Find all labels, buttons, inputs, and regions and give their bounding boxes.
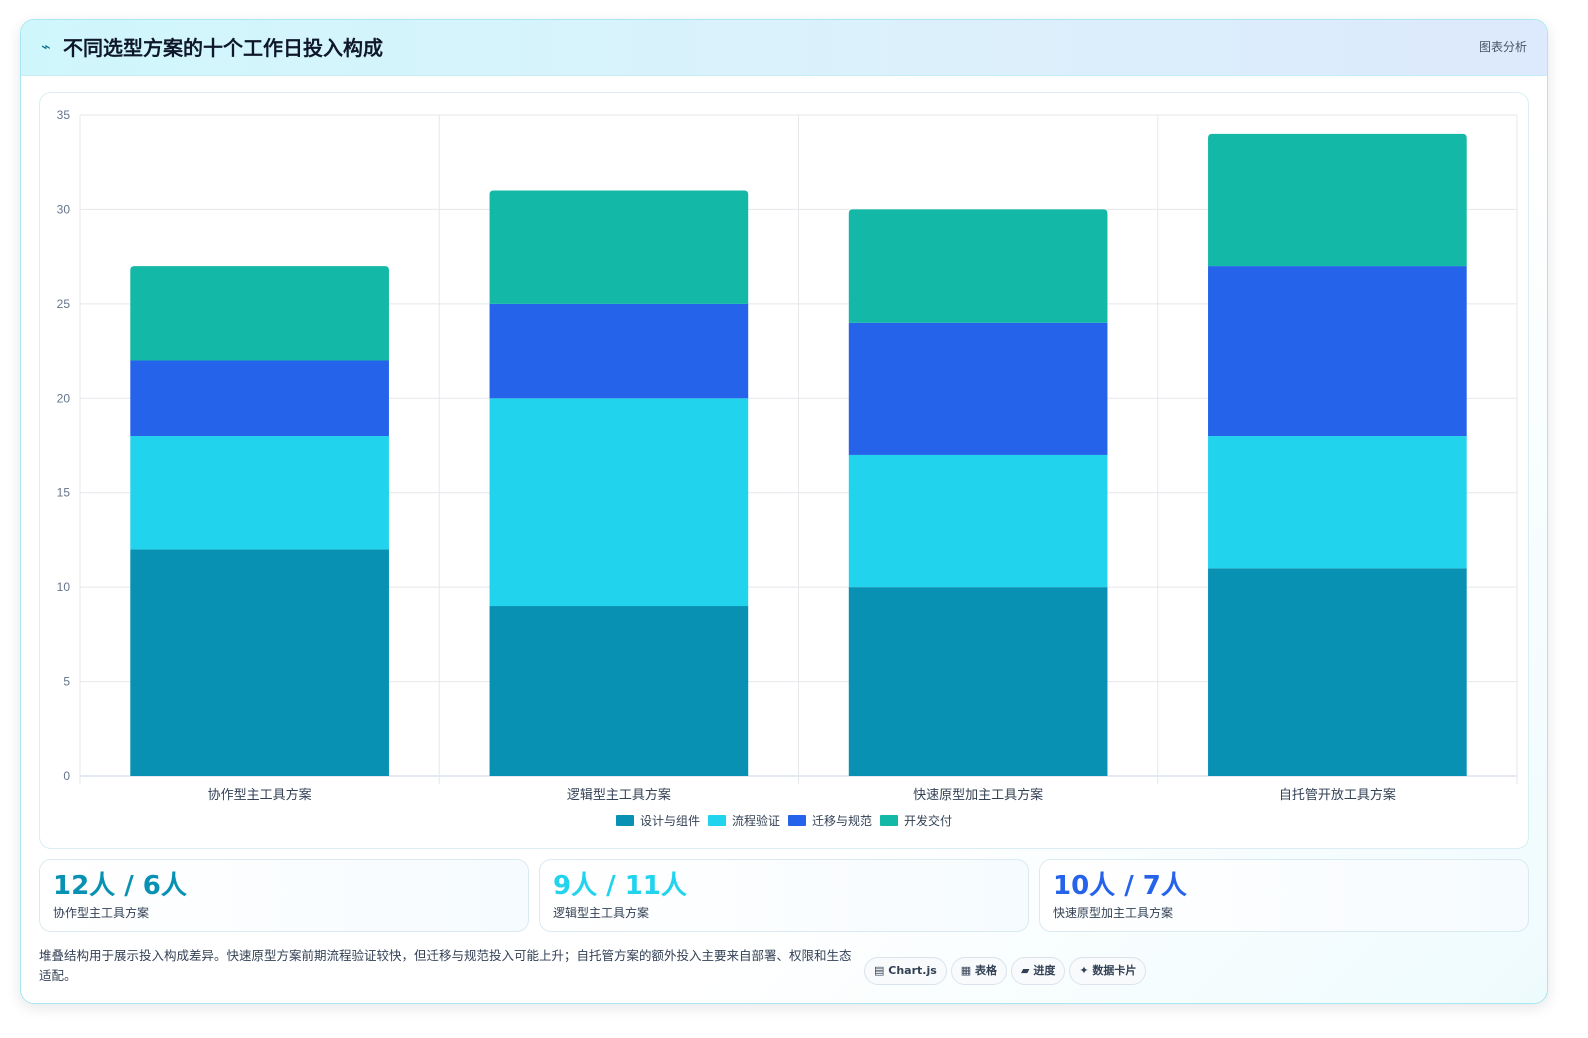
x-tick-label: 逻辑型主工具方案 (567, 787, 671, 803)
table-icon: ▦ (960, 964, 972, 977)
chip-data-card[interactable]: ✦ 数据卡片 (1069, 957, 1147, 985)
legend-label: 流程验证 (731, 814, 780, 828)
bar-segment (489, 303, 749, 399)
bar-segment (1208, 133, 1467, 267)
chip-label: 数据卡片 (1092, 964, 1137, 977)
bar-segment (130, 549, 389, 776)
y-tick-label: 10 (57, 580, 71, 594)
x-tick-label: 协作型主工具方案 (208, 787, 312, 803)
bar-segment (130, 436, 389, 550)
sparkle-icon: ✦ (1079, 964, 1089, 977)
bar-segment (848, 209, 1108, 323)
legend-label: 设计与组件 (639, 814, 700, 828)
legend-item[interactable]: 开发交付 (880, 813, 952, 829)
x-tick-label: 快速原型加主工具方案 (913, 787, 1043, 803)
legend-swatch (707, 815, 726, 826)
stat-card-collaborative: 12人 / 6人 协作型主工具方案 (39, 859, 529, 932)
chip-progress[interactable]: ▰ 进度 (1011, 957, 1066, 985)
bar-segment (489, 398, 749, 607)
bar-segment (848, 322, 1108, 455)
chart-icon: ▤ (874, 964, 885, 977)
chip-label: Chart.js (888, 964, 937, 977)
bar-segment (489, 190, 749, 304)
y-tick-label: 20 (57, 391, 71, 405)
stat-card-logic: 9人 / 11人 逻辑型主工具方案 (539, 859, 1029, 932)
chart-legend: 设计与组件 流程验证 迁移与规范 开发交付 (40, 813, 1528, 829)
legend-swatch (615, 815, 634, 826)
legend-label: 开发交付 (904, 814, 953, 828)
legend-label: 迁移与规范 (812, 814, 873, 828)
chip-label: 表格 (975, 964, 998, 977)
stat-label: 逻辑型主工具方案 (553, 906, 650, 920)
stat-label: 协作型主工具方案 (53, 906, 150, 920)
bar-segment (1208, 266, 1467, 437)
legend-swatch (788, 815, 806, 826)
legend-swatch (880, 815, 899, 826)
stat-value: 12人 / 6人 (53, 871, 187, 901)
chart-analysis-tag: 图表分析 (1478, 40, 1527, 54)
chip-label: 进度 (1033, 964, 1056, 977)
card-header: ⌁ 不同选型方案的十个工作日投入构成 图表分析 (21, 20, 1547, 76)
y-tick-label: 15 (57, 486, 71, 500)
x-tick-label: 自托管开放工具方案 (1279, 787, 1396, 803)
bar-segment (130, 360, 389, 437)
card-title: 不同选型方案的十个工作日投入构成 (63, 36, 383, 60)
bar-segment (489, 606, 749, 776)
pulse-icon: ⌁ (41, 37, 51, 56)
stat-card-rapid-prototype: 10人 / 7人 快速原型加主工具方案 (1039, 859, 1529, 932)
legend-item[interactable]: 迁移与规范 (788, 813, 872, 829)
chart-panel: 0 5 10 15 20 25 30 35 协作型主工具方案 逻辑型主工具方案 快速原型加主工具方案… (39, 92, 1529, 849)
y-tick-label: 30 (57, 202, 71, 216)
tech-chips: ▤ Chart.js ▦ 表格 ▰ 进度 ✦ 数据卡片 (864, 957, 1150, 985)
chart-card: ⌁ 不同选型方案的十个工作日投入构成 图表分析 0 5 10 15 20 25 30 35 协作… (20, 19, 1548, 1004)
footnote: 堆叠结构用于展示投入构成差异。快速原型方案前期流程验证较快，但迁移与规范投入可能… (39, 948, 852, 983)
chip-table[interactable]: ▦ 表格 (950, 957, 1008, 985)
y-tick-label: 25 (57, 297, 71, 311)
stat-value: 10人 / 7人 (1053, 871, 1187, 901)
stat-value: 9人 / 11人 (553, 871, 687, 901)
y-tick-label: 0 (63, 769, 70, 783)
progress-icon: ▰ (1021, 964, 1030, 977)
bar-segment (848, 587, 1108, 776)
chip-chartjs[interactable]: ▤ Chart.js (864, 957, 947, 985)
bar-segment (848, 454, 1108, 588)
bar-segment (1208, 568, 1467, 776)
legend-item[interactable]: 设计与组件 (615, 813, 700, 829)
legend-item[interactable]: 流程验证 (707, 813, 780, 829)
y-tick-label: 5 (63, 675, 70, 689)
y-tick-label: 35 (57, 108, 71, 122)
bar-segment (1208, 436, 1467, 569)
bar-segment (130, 266, 389, 361)
stat-label: 快速原型加主工具方案 (1053, 906, 1174, 920)
stacked-bar-chart: 0 5 10 15 20 25 30 35 协作型主工具方案 逻辑型主工具方案 快速原型加主工具方案… (57, 108, 1518, 803)
